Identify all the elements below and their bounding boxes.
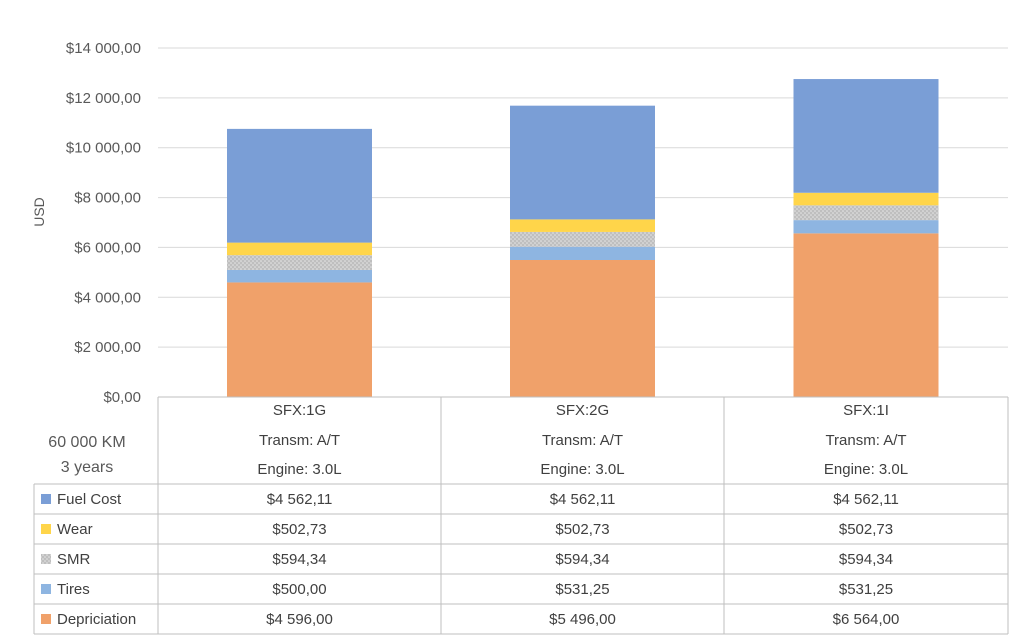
bar-segment-fuel-cost	[227, 128, 372, 243]
y-tick-label: $10 000,00	[66, 140, 141, 157]
bar-segment-fuel-cost	[793, 79, 939, 193]
category-transmission-label: Transm: A/T	[259, 432, 340, 449]
x-tick-label: SFX:1I	[843, 402, 889, 419]
bar-segment-smr	[793, 205, 939, 221]
bars	[227, 79, 939, 397]
duration-label: 3 years	[61, 459, 113, 476]
data-label-tires: $531,25	[555, 581, 609, 598]
y-tick-label: $2 000,00	[74, 339, 141, 356]
x-tick-label: SFX:1G	[273, 402, 326, 419]
category-transmission-label: Transm: A/T	[542, 432, 623, 449]
bar-segment-wear	[227, 242, 372, 256]
legend-swatch-depriciation	[41, 614, 51, 624]
data-table: SFX:1G Transm: A/T Engine: 3.0L SFX:2G Trans…	[33, 396, 1009, 635]
data-label-smr: $594,34	[839, 551, 893, 568]
data-label-wear: $502,73	[839, 521, 893, 538]
y-tick-label: $14 000,00	[66, 40, 141, 57]
data-label-wear: $502,73	[555, 521, 609, 538]
y-axis-ticks: $0,00 $2 000,00 $4 000,00 $6 000,00 $8 000,0…	[66, 40, 141, 406]
bar-segment-wear	[510, 219, 655, 232]
bar-segment-fuel-cost	[510, 105, 655, 220]
y-tick-label: $0,00	[103, 389, 141, 406]
legend-swatch-tires	[41, 584, 51, 594]
data-label-fuel-cost: $4 562,11	[550, 491, 616, 508]
bar-segment-depriciation	[510, 259, 655, 397]
y-tick-label: $12 000,00	[66, 90, 141, 107]
bar-segment-tires	[227, 269, 372, 283]
legend-label-depriciation: Depriciation	[57, 611, 136, 628]
data-label-fuel-cost: $4 562,11	[833, 491, 899, 508]
bar-segment-smr	[227, 255, 372, 270]
x-tick-label: SFX:2G	[556, 402, 609, 419]
data-label-depriciation: $4 596,00	[266, 611, 333, 628]
legend-swatch-wear	[41, 524, 51, 534]
data-label-wear: $502,73	[272, 521, 326, 538]
bar-segment-depriciation	[227, 282, 372, 397]
bar-segment-wear	[793, 192, 939, 206]
y-axis-title: USD	[31, 197, 47, 227]
legend-swatch-smr	[41, 554, 51, 564]
legend-label-fuel-cost: Fuel Cost	[57, 491, 122, 508]
legend-label-wear: Wear	[57, 521, 93, 538]
legend-label-smr: SMR	[57, 551, 91, 568]
y-tick-label: $4 000,00	[74, 289, 141, 306]
legend-label-tires: Tires	[57, 581, 90, 598]
data-label-fuel-cost: $4 562,11	[267, 491, 333, 508]
bar-segment-tires	[793, 220, 939, 234]
data-label-tires: $531,25	[839, 581, 893, 598]
category-engine-label: Engine: 3.0L	[540, 461, 624, 478]
bar-segment-tires	[510, 246, 655, 260]
distance-label: 60 000 KM	[48, 434, 125, 451]
bar-segment-depriciation	[793, 233, 939, 397]
data-label-depriciation: $5 496,00	[549, 611, 616, 628]
category-transmission-label: Transm: A/T	[825, 432, 906, 449]
legend-swatch-fuel-cost	[41, 494, 51, 504]
category-engine-label: Engine: 3.0L	[257, 461, 341, 478]
y-tick-label: $8 000,00	[74, 190, 141, 207]
bar-segment-smr	[510, 231, 655, 247]
data-label-smr: $594,34	[555, 551, 609, 568]
category-engine-label: Engine: 3.0L	[824, 461, 908, 478]
data-label-depriciation: $6 564,00	[833, 611, 900, 628]
y-tick-label: $6 000,00	[74, 239, 141, 256]
data-label-smr: $594,34	[272, 551, 326, 568]
data-label-tires: $500,00	[272, 581, 326, 598]
